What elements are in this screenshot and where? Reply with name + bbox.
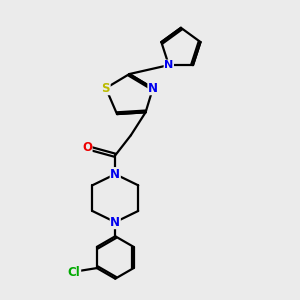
Text: N: N (110, 168, 120, 181)
Text: N: N (148, 82, 158, 95)
Text: N: N (110, 216, 120, 229)
Text: S: S (102, 82, 110, 95)
Text: N: N (164, 60, 173, 70)
Text: Cl: Cl (68, 266, 81, 279)
Text: O: O (82, 141, 92, 154)
